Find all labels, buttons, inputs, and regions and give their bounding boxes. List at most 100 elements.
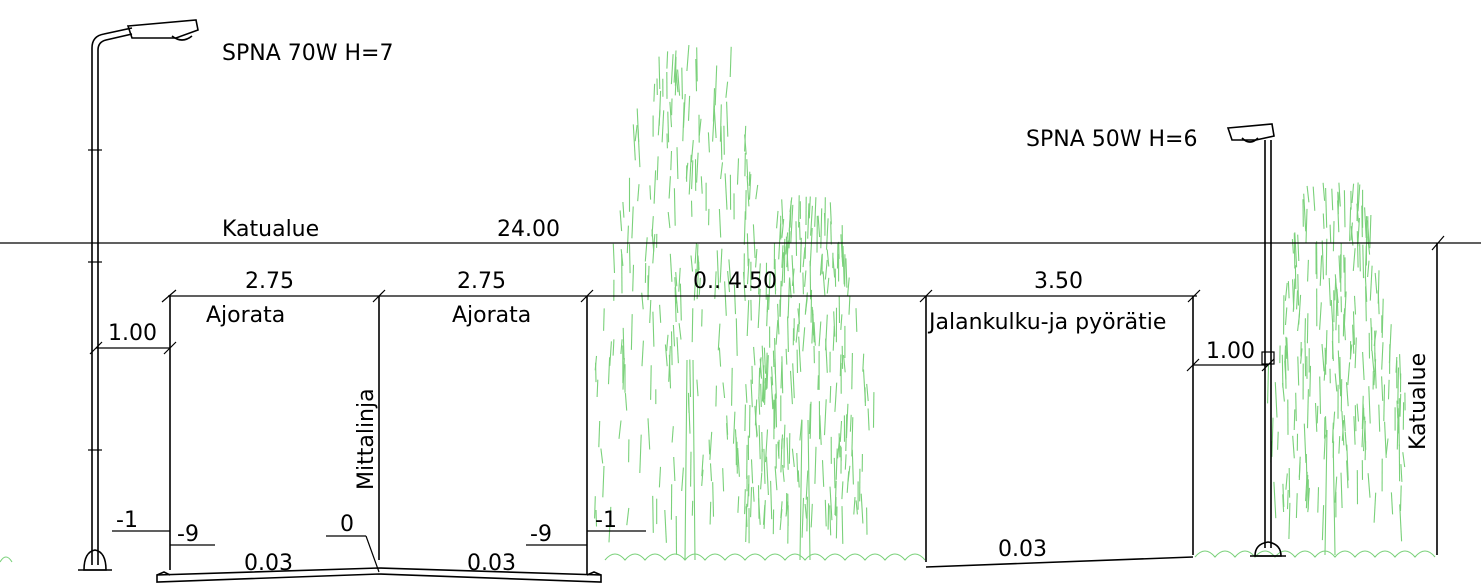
tree-stroke [647,265,650,301]
tree-stroke [762,365,765,399]
tree-stroke [844,454,847,470]
tree-stroke [1350,222,1353,241]
tree-stroke [698,118,702,136]
tree-stroke [829,486,833,521]
tree-stroke [1337,350,1341,390]
tree-stroke [806,496,808,532]
tree-stroke [1340,472,1343,509]
tree-stroke [867,408,870,431]
tree-stroke [745,384,748,403]
tree-stroke [835,506,838,539]
tree-stroke [1303,423,1307,463]
tree-stroke [628,244,631,274]
tree-stroke [1298,461,1301,481]
tree-stroke [758,397,761,415]
tree-stroke [1368,386,1371,424]
tree-stroke [722,382,726,399]
tree-stroke [826,249,830,267]
tree-stroke [752,486,755,502]
tree-stroke [1331,188,1334,211]
tree-stroke [701,454,704,477]
tree-stroke [1323,434,1326,460]
tree-stroke [778,223,782,260]
tree-stroke [691,160,694,190]
lamp-pole-right [1226,123,1286,557]
tree-stroke [774,258,777,295]
level-center: 0 [340,512,354,537]
tree-stroke [1399,393,1402,417]
tree-stroke [1341,420,1345,441]
tree-stroke [804,231,807,259]
tree-stroke [777,303,780,335]
tree-stroke [758,425,761,460]
tree-stroke [1298,294,1302,325]
tree-stroke [1396,400,1399,419]
tree-stroke [804,270,807,287]
tree-stroke [598,420,601,448]
tree-stroke [866,383,869,402]
slope-right: 0.03 [467,551,516,576]
tree-stroke [1288,502,1291,540]
tree-stroke [832,257,836,278]
tree-stroke [834,382,838,412]
tree-stroke [1344,431,1348,451]
tree-stroke [821,460,825,487]
tree-stroke [1284,307,1288,326]
tree-stroke [796,452,799,482]
tree-stroke [1325,238,1328,276]
tree-stroke [1356,403,1360,422]
tree-stroke [1353,416,1356,445]
tree-stroke [725,81,729,98]
tree-trunk [799,419,811,561]
tree-stroke [830,221,832,245]
tree-stroke [656,156,659,181]
tree-stroke [732,411,736,444]
tree-stroke [675,272,678,287]
tree-stroke [1304,318,1306,343]
tree-stroke [819,415,822,445]
tree-stroke [786,437,789,470]
level-left-inner: -9 [177,522,199,547]
tree-stroke [782,464,785,482]
tree-stroke [737,447,740,477]
tree-stroke [766,294,769,327]
tree-stroke [1347,362,1351,386]
tree-stroke [1274,382,1278,418]
tree-stroke [712,482,715,517]
tree-stroke [1324,347,1327,375]
katualue-tick [1431,235,1445,251]
tree-stroke [795,324,799,343]
tree-stroke [770,376,774,410]
tree-stroke [693,268,697,301]
tree-stroke [1328,277,1331,306]
tree-stroke [1306,389,1309,429]
tree-stroke [1399,354,1402,380]
tree-stroke [1307,259,1309,282]
tree-stroke [641,340,644,367]
tree-stroke [1286,489,1289,510]
tree-stroke [1281,354,1284,388]
tree-stroke [826,277,830,294]
tree-stroke [1286,337,1289,371]
tree-stroke [1314,402,1318,432]
tree-stroke [1399,485,1402,512]
tree-stroke [696,244,699,276]
tree-stroke [853,497,856,515]
tree-stroke [1338,255,1341,283]
tree-stroke [1356,231,1359,268]
tree-stroke [1352,311,1355,345]
tree-stroke [764,429,769,463]
tree-stroke [785,348,788,365]
tree-stroke [1284,345,1287,362]
tree-stroke [1324,416,1327,438]
tree-stroke [652,234,656,264]
tree-stroke [670,54,674,85]
tree-stroke [1367,260,1370,278]
tree-stroke [1293,233,1296,269]
tree-stroke [608,506,612,543]
tree-stroke [812,309,815,343]
tree-vegetation [594,45,1406,561]
tree-stroke [809,260,812,300]
tree-stroke [1398,408,1400,446]
tree-stroke [626,507,630,526]
